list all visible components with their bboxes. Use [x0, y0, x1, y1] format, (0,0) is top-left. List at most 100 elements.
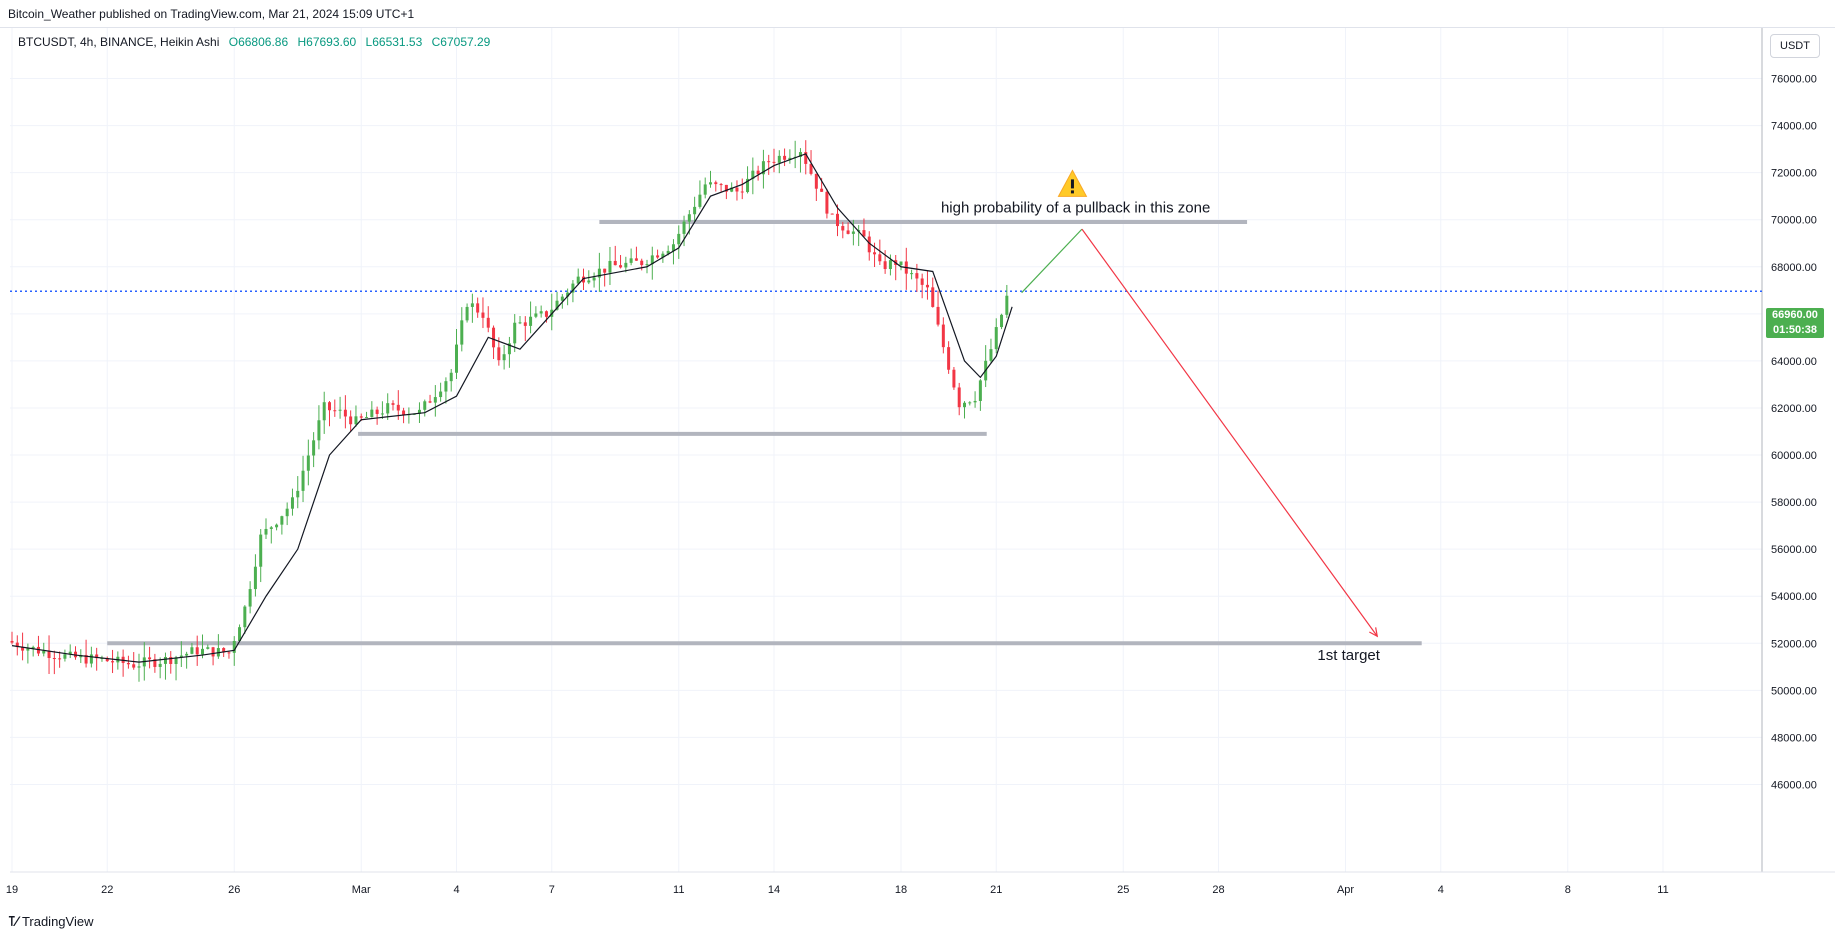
candle-body: [523, 322, 527, 326]
candle-body: [682, 221, 686, 234]
candle-body: [671, 244, 675, 251]
candle-body: [449, 372, 453, 382]
x-tick-label: 21: [990, 884, 1002, 896]
candle-body: [910, 273, 914, 275]
candle-body: [460, 320, 464, 345]
candle-body: [587, 280, 591, 283]
x-tick-label: 28: [1212, 884, 1224, 896]
candle-body: [280, 516, 284, 525]
warning-icon[interactable]: [1057, 169, 1088, 197]
candle-body: [947, 347, 951, 370]
y-tick-label: 48000.00: [1771, 732, 1817, 744]
y-tick-label: 52000.00: [1771, 638, 1817, 650]
candle-body: [560, 296, 564, 301]
candle-body: [539, 311, 543, 314]
candle-body: [296, 490, 300, 498]
candle-body: [920, 278, 924, 285]
candle-body: [513, 322, 517, 344]
candle-body: [248, 589, 252, 607]
candle-body: [724, 184, 728, 192]
candle-body: [656, 255, 660, 258]
candle-body: [497, 347, 501, 361]
candle-body: [899, 261, 903, 266]
x-tick-label: 22: [101, 884, 113, 896]
tradingview-logo-icon: ⊺⁄: [8, 913, 18, 929]
candle-body: [978, 380, 982, 401]
candle-body: [957, 387, 961, 408]
candle-body: [507, 343, 511, 355]
candle-body: [84, 654, 88, 664]
candle-body: [95, 654, 99, 659]
y-tick-label: 56000.00: [1771, 544, 1817, 556]
candle-body: [777, 155, 781, 163]
candle-body: [873, 252, 877, 255]
candle-body: [465, 306, 469, 321]
high-value: H67693.60: [297, 35, 357, 49]
candle-body: [47, 650, 51, 659]
projection-down-line[interactable]: [1081, 228, 1378, 637]
candle-body: [830, 213, 834, 215]
candle-body: [941, 324, 945, 348]
candle-body: [836, 213, 839, 227]
candle-body: [693, 206, 697, 215]
candle-body: [529, 316, 533, 326]
candle-body: [227, 652, 231, 654]
candle-body: [851, 231, 855, 234]
candle-body: [402, 410, 406, 416]
candle-body: [126, 662, 130, 665]
candle-body: [179, 655, 183, 658]
candle-body: [259, 534, 263, 567]
candle-body: [878, 254, 882, 262]
x-tick-label: 18: [895, 884, 907, 896]
candle-body: [1005, 295, 1009, 315]
footer-brand[interactable]: ⊺⁄ TradingView: [8, 913, 93, 930]
candle-body: [169, 656, 173, 665]
candle-body: [534, 313, 538, 317]
y-tick-label: 70000.00: [1771, 215, 1817, 227]
candle-body: [809, 163, 813, 174]
candle-body: [645, 264, 649, 266]
x-tick-label: 11: [673, 884, 684, 896]
candle-body: [26, 648, 30, 651]
candle-body: [719, 184, 723, 186]
candle-body: [936, 306, 940, 325]
candle-body: [21, 647, 25, 651]
projection-up-line[interactable]: [1021, 228, 1083, 294]
candle-body: [253, 566, 257, 590]
candle-body: [63, 654, 67, 659]
candle-body: [423, 401, 427, 410]
symbol-legend: BTCUSDT, 4h, BINANCE, Heikin Ashi O66806…: [18, 35, 490, 49]
candle-body: [746, 178, 750, 193]
candle-body: [740, 191, 744, 193]
y-tick-label: 62000.00: [1771, 403, 1817, 415]
candle-body: [619, 265, 623, 268]
candle-body: [338, 409, 342, 411]
candle-body: [322, 402, 326, 421]
candle-body: [396, 404, 400, 411]
candle-body: [666, 250, 670, 254]
y-tick-label: 50000.00: [1771, 685, 1817, 697]
bar-countdown: 01:50:38: [1772, 324, 1818, 336]
open-value: O66806.86: [228, 35, 289, 49]
candle-body: [36, 646, 40, 654]
x-tick-label: 14: [768, 884, 780, 896]
publish-header: Bitcoin_Weather published on TradingView…: [0, 0, 1835, 28]
candle-body: [10, 640, 14, 643]
candle-body: [650, 255, 654, 265]
candle-body: [89, 654, 93, 664]
candle-body: [333, 410, 337, 412]
candle-body: [354, 416, 358, 425]
candle-body: [846, 230, 850, 234]
symbol-label[interactable]: BTCUSDT, 4h, BINANCE, Heikin Ashi: [18, 35, 220, 49]
candle-body: [576, 276, 580, 284]
low-value: L66531.53: [365, 35, 423, 49]
candle-body: [190, 647, 194, 654]
currency-button[interactable]: USDT: [1770, 34, 1820, 58]
y-tick-label: 54000.00: [1771, 591, 1817, 603]
candle-body: [968, 402, 972, 404]
candle-body: [31, 646, 35, 649]
candle-body: [989, 349, 993, 361]
y-tick-label: 72000.00: [1771, 168, 1817, 180]
x-tick-label: 19: [6, 884, 18, 896]
